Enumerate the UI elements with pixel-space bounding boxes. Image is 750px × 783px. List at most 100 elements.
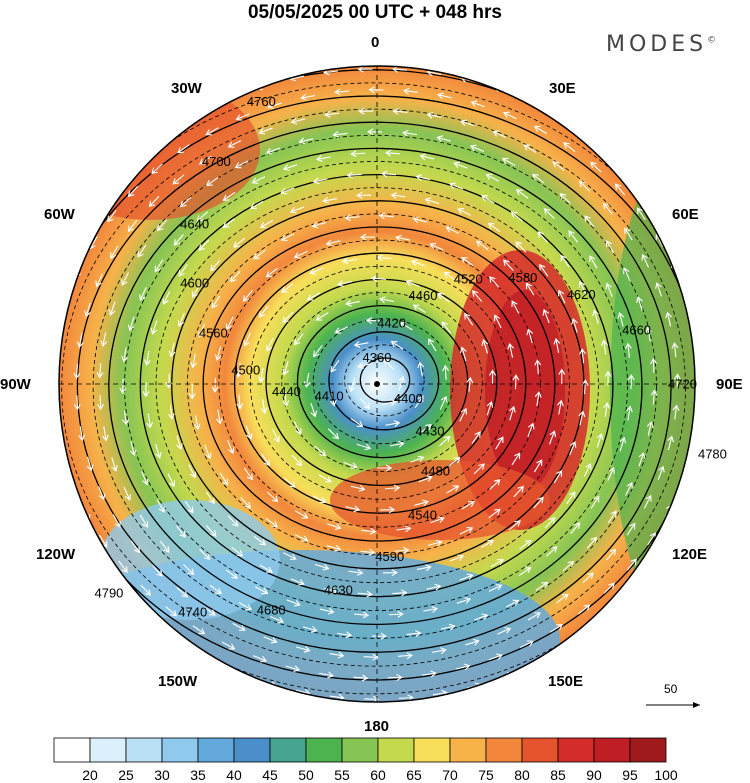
wind-arrow xyxy=(293,421,302,436)
wind-arrow xyxy=(209,584,222,595)
colorbar-swatch xyxy=(197,737,235,763)
wind-arrow xyxy=(459,573,474,581)
wind-arrow xyxy=(327,428,340,440)
wind-arrow xyxy=(341,257,357,265)
wind-arrow xyxy=(453,161,468,169)
wind-arrow xyxy=(50,488,56,501)
wind-arrow xyxy=(718,342,724,356)
wind-arrow xyxy=(39,458,45,472)
colorbar-label: 25 xyxy=(118,767,134,783)
wind-arrow xyxy=(100,332,108,347)
contour-label: 4460 xyxy=(409,288,438,303)
contour-label: 4700 xyxy=(202,154,231,169)
wind-arrow xyxy=(171,637,184,647)
wind-arrow xyxy=(412,304,426,313)
wind-arrow xyxy=(626,558,637,571)
wind-arrow xyxy=(236,394,244,410)
wind-arrow xyxy=(399,322,413,331)
wind-arrow xyxy=(397,652,413,660)
wind-arrow xyxy=(657,465,665,480)
wind-arrow xyxy=(461,256,474,267)
height-contour xyxy=(59,69,695,702)
colorbar-label: 80 xyxy=(514,767,530,783)
wind-arrow xyxy=(719,405,725,419)
wind-arrow xyxy=(249,200,264,209)
brand-mark: © xyxy=(707,35,717,46)
lon-label-90e: 90E xyxy=(716,376,743,393)
wind-arrow xyxy=(162,291,171,305)
height-contour xyxy=(155,187,599,584)
wind-arrow xyxy=(139,514,149,528)
wind-arrow xyxy=(691,251,695,266)
wind-arrow xyxy=(343,461,358,469)
wind-arrow xyxy=(191,284,201,298)
wind-arrow xyxy=(353,341,369,348)
wind-arrow xyxy=(502,111,517,120)
wind-arrow xyxy=(266,491,279,503)
wind-arrow xyxy=(548,430,557,445)
wind-arrow xyxy=(150,320,158,335)
wind-arrow xyxy=(534,391,542,407)
wind-arrow xyxy=(238,602,253,611)
wind-arrow xyxy=(337,631,353,639)
wind-arrow xyxy=(678,524,687,539)
wind-arrow xyxy=(73,395,81,411)
wind-arrow xyxy=(314,445,326,457)
wind-arrow xyxy=(497,627,512,635)
lon-label-30e: 30E xyxy=(549,80,576,97)
wind-arrow xyxy=(365,317,381,325)
wind-arrow xyxy=(456,597,472,604)
wind-arrow xyxy=(281,283,294,293)
wind-arrow xyxy=(184,500,194,514)
wind-arrow xyxy=(295,510,309,519)
contour-label: 4660 xyxy=(622,323,651,338)
colorbar-label: 75 xyxy=(478,767,494,783)
wind-arrow xyxy=(359,233,375,241)
low-speed-south xyxy=(59,550,560,702)
wind-arrow xyxy=(561,642,575,652)
wind-arrow xyxy=(119,378,127,395)
wind-arrow xyxy=(337,280,352,287)
colorbar-label: 65 xyxy=(406,767,422,783)
colorbar-swatch xyxy=(161,737,199,763)
wind-arrow xyxy=(495,436,504,450)
contour-label: 4620 xyxy=(567,287,596,302)
wind-arrow xyxy=(415,174,431,181)
height-contour xyxy=(61,108,686,667)
wind-arrow xyxy=(626,522,636,536)
wind-arrow xyxy=(188,464,197,479)
wind-arrow xyxy=(508,520,521,531)
wind-arrow xyxy=(398,375,406,391)
lon-label-150w: 150W xyxy=(158,673,198,690)
wind-arrow xyxy=(323,587,339,594)
wind-arrow xyxy=(168,342,176,358)
wind-arrow xyxy=(73,364,81,380)
height-contour xyxy=(108,147,643,626)
wind-arrow xyxy=(176,587,189,598)
wind-arrow xyxy=(402,87,418,95)
wind-arrow xyxy=(258,367,265,383)
wind-arrow xyxy=(367,128,383,136)
wind-arrow xyxy=(285,665,301,672)
wind-arrow xyxy=(159,540,170,553)
wind-arrow xyxy=(475,240,489,251)
wind-arrow xyxy=(110,245,119,260)
colorbar-swatch xyxy=(341,737,379,763)
wind-arrow xyxy=(318,474,332,483)
wind-arrow xyxy=(424,197,440,205)
wind-arrow xyxy=(614,183,626,196)
wind-arrow xyxy=(298,137,314,145)
wind-arrow xyxy=(141,471,149,486)
wind-arrow xyxy=(198,155,212,165)
wind-arrow xyxy=(493,314,502,329)
wind-arrow xyxy=(156,219,168,232)
height-contour xyxy=(171,200,585,570)
wind-arrow xyxy=(481,339,489,354)
colorbar-swatch xyxy=(377,737,415,763)
lon-label-60e: 60E xyxy=(672,206,699,223)
wind-arrow xyxy=(146,413,154,429)
wind-arrow xyxy=(199,654,214,663)
wind-arrow xyxy=(545,546,558,557)
wind-arrow xyxy=(437,92,452,100)
wind-arrow xyxy=(94,190,104,203)
